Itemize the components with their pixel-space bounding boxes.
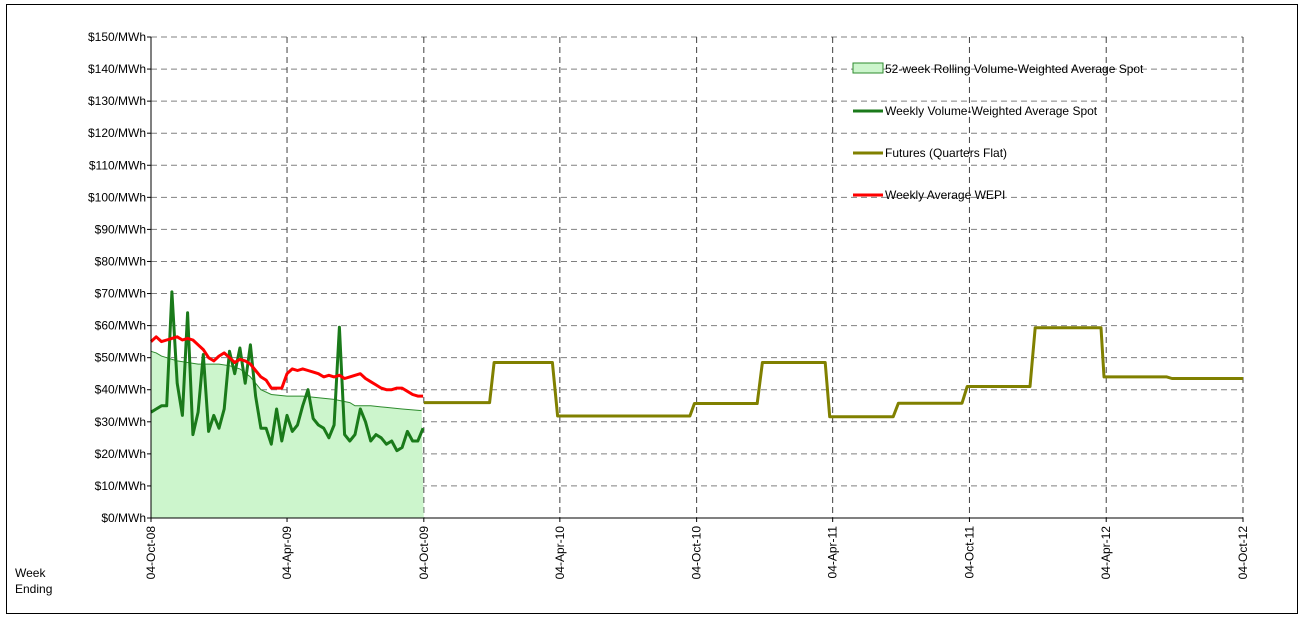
y-tick-label: $10/MWh bbox=[95, 479, 146, 493]
y-tick-label: $50/MWh bbox=[95, 351, 146, 365]
x-axis-label-line-1: Week bbox=[15, 566, 46, 580]
chart-frame: $0/MWh $10/MWh $20/MWh $30/MWh $40/MWh $50/MW… bbox=[6, 4, 1298, 614]
series-area-rolling-spot bbox=[151, 351, 424, 518]
y-tick-labels: $0/MWh $10/MWh $20/MWh $30/MWh $40/MWh $50/MW… bbox=[88, 30, 146, 525]
series-layer bbox=[149, 290, 1243, 518]
axis-layer bbox=[147, 36, 1244, 522]
y-tick-label: $140/MWh bbox=[88, 62, 146, 76]
x-tick-label: 04-Oct-12 bbox=[1236, 526, 1250, 580]
x-tick-label: 04-Apr-09 bbox=[280, 526, 294, 580]
legend-label: 52-week Rolling Volume-Weighted Average … bbox=[885, 62, 1144, 76]
y-tick-label: $30/MWh bbox=[95, 415, 146, 429]
legend-label: Weekly Average WEPI bbox=[885, 188, 1005, 202]
chart-svg: $0/MWh $10/MWh $20/MWh $30/MWh $40/MWh $50/MW… bbox=[15, 30, 1250, 596]
x-tick-label: 04-Apr-12 bbox=[1099, 526, 1113, 580]
y-tick-label: $80/MWh bbox=[95, 254, 146, 268]
x-tick-label: 04-Oct-09 bbox=[417, 526, 431, 580]
y-tick-label: $40/MWh bbox=[95, 383, 146, 397]
legend-label: Futures (Quarters Flat) bbox=[885, 146, 1007, 160]
x-tick-label: 04-Apr-11 bbox=[826, 526, 840, 579]
x-tick-label: 04-Oct-10 bbox=[690, 526, 704, 580]
x-tick-labels: 04-Oct-08 04-Apr-09 04-Oct-09 04-Apr-10 04-O… bbox=[144, 526, 1250, 580]
y-tick-label: $20/MWh bbox=[95, 447, 146, 461]
grid-layer bbox=[151, 36, 1244, 518]
series-line-wepi bbox=[149, 335, 424, 398]
y-tick-label: $60/MWh bbox=[95, 319, 146, 333]
y-tick-label: $0/MWh bbox=[101, 511, 146, 525]
series-line-futures bbox=[423, 326, 1243, 419]
legend-label: Weekly Volume-Weighted Average Spot bbox=[885, 104, 1098, 118]
legend: 52-week Rolling Volume-Weighted Average … bbox=[852, 62, 1144, 202]
x-tick-label: 04-Oct-11 bbox=[962, 526, 976, 579]
x-axis-label-line-2: Ending bbox=[15, 582, 52, 596]
series-area-outline bbox=[150, 350, 422, 412]
y-tick-label: $100/MWh bbox=[88, 190, 146, 204]
series-line-weekly-spot bbox=[150, 290, 425, 453]
y-tick-label: $110/MWh bbox=[89, 158, 146, 172]
y-tick-label: $90/MWh bbox=[95, 222, 146, 236]
legend-swatch-rolling-spot bbox=[852, 62, 884, 74]
y-tick-label: $120/MWh bbox=[88, 126, 146, 140]
y-tick-label: $130/MWh bbox=[88, 94, 146, 108]
y-tick-label: $70/MWh bbox=[95, 287, 146, 301]
x-tick-label: 04-Apr-10 bbox=[553, 526, 567, 580]
y-tick-label: $150/MWh bbox=[88, 30, 146, 44]
x-tick-label: 04-Oct-08 bbox=[144, 526, 158, 580]
